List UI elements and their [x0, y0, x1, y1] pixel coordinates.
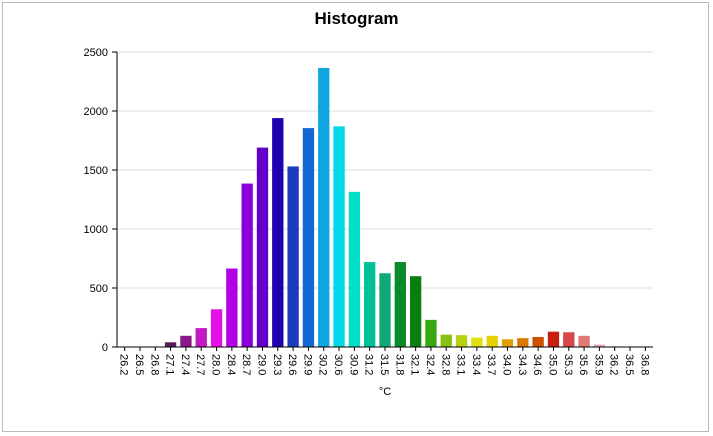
bar	[348, 191, 361, 347]
x-tick-label: 28.7	[240, 354, 252, 375]
x-axis: 26.2 26.5 26.8 27.1 27.4 27.7 28.0 28.4 28.7 29.0…	[117, 346, 653, 375]
x-tick-label: 35.9	[592, 354, 604, 375]
x-tick-label: 27.4	[179, 354, 191, 375]
x-tick-label: 31.5	[378, 354, 390, 375]
x-tick-label: 29.0	[255, 354, 267, 375]
y-tick-label: 2000	[84, 106, 108, 118]
bar	[379, 273, 391, 347]
bar	[440, 334, 452, 347]
bar	[272, 118, 284, 347]
chart-title: Histogram	[314, 9, 399, 28]
y-tick-label: 1000	[84, 224, 108, 236]
x-tick-label: 36.5	[623, 354, 635, 375]
bar	[333, 126, 345, 347]
bar	[517, 338, 529, 347]
x-axis-label: °C	[379, 386, 391, 398]
x-tick-label: 31.2	[363, 354, 375, 375]
bar	[287, 166, 299, 347]
y-axis: 0 500 1000 1500 2000 2500	[84, 47, 118, 354]
x-tick-label: 30.2	[317, 354, 329, 375]
bar	[486, 335, 498, 347]
bar	[226, 268, 238, 347]
x-tick-label: 30.9	[347, 354, 359, 375]
bar	[394, 262, 406, 347]
bar	[501, 339, 514, 347]
x-tick-label: 29.3	[271, 354, 283, 375]
bar	[563, 332, 575, 347]
x-tick-label: 33.7	[485, 354, 497, 375]
bar	[302, 128, 315, 347]
x-tick-label: 33.1	[455, 354, 467, 375]
bar	[164, 342, 177, 347]
y-tick-label: 1500	[84, 165, 108, 177]
x-tick-label: 27.7	[194, 354, 206, 375]
bar	[455, 335, 468, 347]
x-tick-label: 26.8	[148, 354, 160, 375]
bar	[364, 262, 376, 347]
bar	[409, 276, 422, 347]
x-tick-label: 27.1	[164, 354, 176, 375]
bar	[256, 147, 269, 347]
grid-lines	[117, 51, 653, 289]
x-tick-label: 35.6	[577, 354, 589, 375]
bar	[578, 335, 590, 347]
x-tick-label: 36.8	[638, 354, 650, 375]
x-tick-label: 30.6	[332, 354, 344, 375]
x-tick-label: 35.3	[562, 354, 574, 375]
bar	[547, 331, 560, 347]
y-tick-label: 2500	[84, 47, 108, 59]
x-tick-label: 35.0	[546, 354, 558, 375]
bar	[180, 335, 192, 347]
x-tick-label: 33.4	[470, 354, 482, 375]
bar	[195, 328, 207, 347]
bar	[241, 183, 253, 347]
bar	[318, 67, 330, 348]
x-tick-label: 28.4	[225, 354, 237, 375]
x-tick-label: 29.6	[286, 354, 298, 375]
y-tick-label: 500	[90, 283, 108, 295]
x-tick-label: 28.0	[210, 354, 222, 375]
x-tick-label: 34.3	[516, 354, 528, 375]
x-tick-label: 32.4	[424, 354, 436, 375]
y-tick-label: 0	[102, 342, 108, 354]
x-tick-label: 26.5	[133, 354, 145, 375]
bar	[425, 319, 437, 347]
x-tick-label: 36.2	[608, 354, 620, 375]
bar	[210, 309, 223, 347]
x-tick-label: 32.1	[409, 354, 421, 375]
bar	[593, 344, 606, 347]
x-tick-label: 34.0	[501, 354, 513, 375]
x-tick-label: 26.2	[118, 354, 130, 375]
bar	[532, 336, 544, 347]
x-tick-label: 34.6	[531, 354, 543, 375]
x-tick-label: 32.8	[439, 354, 451, 375]
x-tick-label: 31.8	[393, 354, 405, 375]
bar	[471, 337, 483, 347]
bars	[118, 67, 652, 348]
x-tick-label: 29.9	[301, 354, 313, 375]
